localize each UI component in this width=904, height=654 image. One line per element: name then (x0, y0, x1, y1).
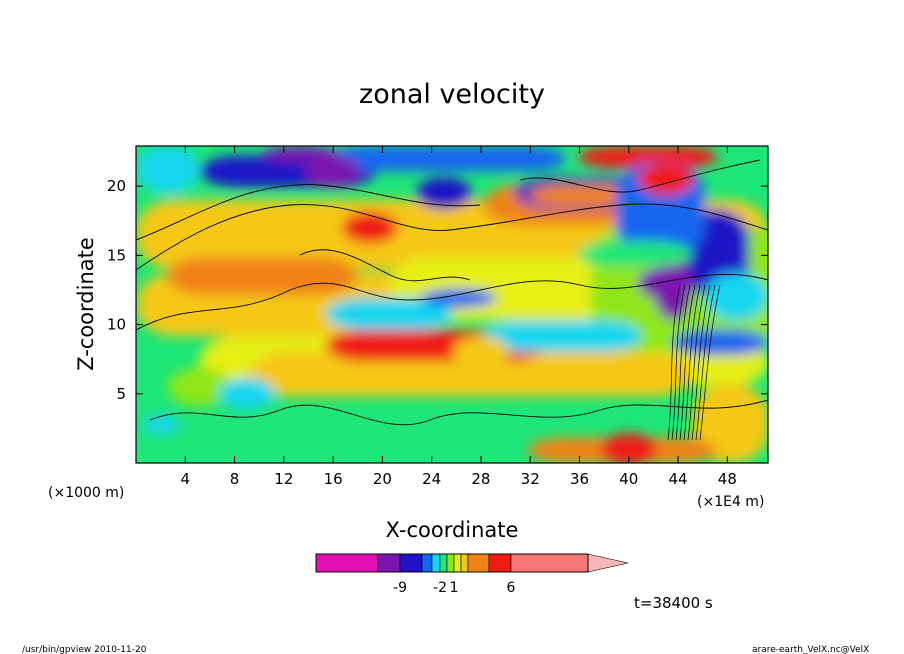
contour-line (136, 203, 768, 271)
field-feature (600, 433, 657, 463)
field-feature (305, 156, 362, 189)
field-blob (527, 184, 642, 207)
x-tick-label: 4 (181, 470, 191, 488)
colorbar: -9 -2 1 6 (315, 553, 629, 596)
x-tick-label: 12 (274, 470, 293, 488)
colorbar-segment (446, 553, 455, 573)
field-feature (206, 294, 263, 327)
contour-line (675, 284, 691, 441)
x-tick-label: 48 (718, 470, 737, 488)
field-blob (578, 146, 718, 169)
colorbar-segment (467, 553, 490, 573)
contour-line (149, 399, 768, 426)
colorbar-segment (453, 553, 462, 573)
colorbar-frame (315, 553, 589, 573)
y-tick-label: 20 (107, 177, 126, 195)
colorbar-tick-label: -9 (393, 580, 407, 596)
colorbar-segment (460, 553, 469, 573)
contour-line (136, 273, 768, 331)
x-tick-label: 28 (471, 470, 490, 488)
x-tick-label: 20 (373, 470, 392, 488)
x-tick-label: 16 (324, 470, 343, 488)
colorbar-tick-label: 1 (450, 580, 459, 596)
contour-line (299, 249, 471, 282)
colorbar-segment (510, 553, 589, 573)
x-tick-label: 44 (669, 470, 688, 488)
field-blob (262, 146, 339, 162)
x-axis-label: X-coordinate (386, 518, 519, 542)
field-blob (692, 383, 768, 463)
plot-frame (135, 145, 769, 464)
contour-line (687, 284, 706, 441)
colorbar-tick-label: 6 (507, 580, 516, 596)
colorbar-segment (421, 553, 433, 573)
contour-line (671, 284, 686, 441)
contour-line (519, 159, 761, 193)
y-tick-label: 10 (107, 316, 126, 334)
contour-line (683, 284, 701, 441)
contour-line (695, 284, 716, 441)
field-blob (325, 146, 566, 172)
field-feature (637, 163, 694, 196)
field-blob (167, 367, 231, 406)
colorbar-segment (399, 553, 423, 573)
colorbar-segment (431, 553, 441, 573)
contour-line (667, 284, 681, 441)
field-feature (637, 267, 694, 300)
contour-lines (136, 159, 768, 441)
time-label: t=38400 s (634, 594, 713, 612)
y-tick-label: 5 (116, 385, 126, 403)
field-blob (420, 288, 497, 308)
x-tick-label: 24 (422, 470, 441, 488)
y-axis: 5 10 15 20 (107, 177, 768, 403)
field-blob (136, 146, 200, 194)
field-blob (249, 352, 693, 397)
y-axis-label: Z-coordinate (74, 237, 98, 371)
colorbar-segment (439, 553, 448, 573)
footer-right: arare-earth_VelX.nc@VelX (752, 645, 869, 654)
x-tick-label: 36 (570, 470, 589, 488)
colorbar-segment (315, 553, 379, 573)
x-axis: 4 8 12 16 20 24 28 32 36 40 44 48 (181, 146, 737, 488)
x-unit-right: (×1E4 m) (697, 494, 764, 510)
footer-left: /usr/bin/gpview 2010-11-20 (22, 645, 147, 654)
plot-area (136, 146, 768, 463)
field-blob (167, 256, 358, 295)
y-tick-label: 15 (107, 246, 126, 264)
velocity-field (136, 146, 768, 463)
chart-title: zonal velocity (359, 79, 545, 110)
x-tick-label: 8 (230, 470, 240, 488)
field-blob (325, 298, 452, 330)
x-unit-left: (×1000 m) (48, 485, 124, 501)
x-tick-label: 32 (521, 470, 540, 488)
field-feature (218, 377, 275, 410)
contour-line (691, 284, 711, 441)
colorbar-arrow (587, 553, 629, 573)
contour-line (679, 284, 696, 441)
field-feature (452, 336, 509, 369)
x-tick-label: 40 (619, 470, 638, 488)
contour-line (136, 184, 481, 241)
field-feature (342, 211, 399, 244)
colorbar-segment (488, 553, 512, 573)
colorbar-tick-label: -2 (433, 580, 447, 596)
field-blob (142, 415, 181, 435)
colorbar-segment (377, 553, 401, 573)
field-feature (415, 177, 472, 210)
field-blob (483, 320, 642, 353)
contour-line (699, 284, 721, 441)
field-blob (704, 272, 768, 321)
field-blob (578, 241, 693, 267)
